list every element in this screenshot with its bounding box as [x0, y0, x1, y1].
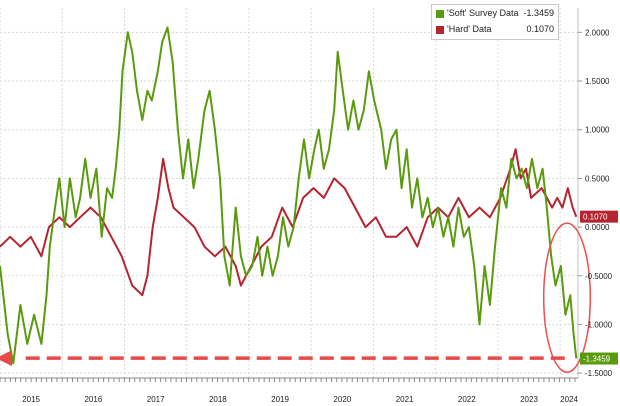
annotation-layer	[0, 222, 592, 374]
arrow-head	[0, 350, 13, 367]
last-value-badge	[580, 210, 618, 223]
legend-value-hard: 0.1070	[526, 24, 554, 34]
last-value-labels: -1.3459 0.1070	[580, 210, 618, 365]
x-tick-label: 2024	[560, 395, 578, 404]
x-tick-label: 2016	[84, 395, 102, 404]
legend-label-soft: 'Soft' Survey Data	[447, 8, 519, 18]
y-ticks: 2.0000 1.5000 1.0000 0.5000 0.0000 -0.5000 -1.…	[578, 28, 613, 378]
series-layer	[0, 26, 578, 365]
legend-swatch-hard	[436, 26, 444, 34]
legend-swatch-soft	[436, 10, 444, 18]
legend-item-soft: 'Soft' Survey Data -1.3459	[432, 7, 558, 21]
last-value-text: -1.3459	[583, 355, 611, 364]
legend-label-hard: 'Hard' Data	[447, 24, 492, 34]
x-tick-label: 2023	[520, 395, 538, 404]
y-tick-label: 0.5000	[585, 174, 610, 183]
x-tick-label: 2017	[147, 395, 165, 404]
x-tick-label: 2022	[458, 395, 476, 404]
y-tick-label: 2.0000	[585, 28, 610, 37]
x-tick-label: 2018	[209, 395, 227, 404]
grid	[0, 8, 578, 378]
y-tick-label: -1.0000	[585, 320, 613, 329]
y-tick-label: 1.5000	[585, 77, 610, 86]
last-value-badge	[580, 352, 618, 365]
y-tick-label: 0.0000	[585, 223, 610, 232]
legend-value-soft: -1.3459	[523, 8, 554, 18]
x-tick-label: 2019	[271, 395, 289, 404]
last-value-text: 0.1070	[583, 213, 608, 222]
highlight-ellipse	[542, 222, 592, 374]
y-tick-label: -0.5000	[585, 272, 613, 281]
x-tick-label: 2021	[396, 395, 414, 404]
y-tick-label: -1.5000	[585, 369, 613, 378]
y-tick-label: 1.0000	[585, 126, 610, 135]
legend: 'Soft' Survey Data -1.3459 'Hard' Data 0…	[431, 4, 559, 40]
x-ticks: 2015 2016 2017 2018 2019 2020 2021 2022 2023 2024	[0, 378, 579, 404]
x-tick-label: 2015	[22, 395, 40, 404]
x-tick-label: 2020	[333, 395, 351, 404]
series-line-soft	[0, 26, 578, 365]
legend-item-hard: 'Hard' Data 0.1070	[432, 23, 558, 37]
